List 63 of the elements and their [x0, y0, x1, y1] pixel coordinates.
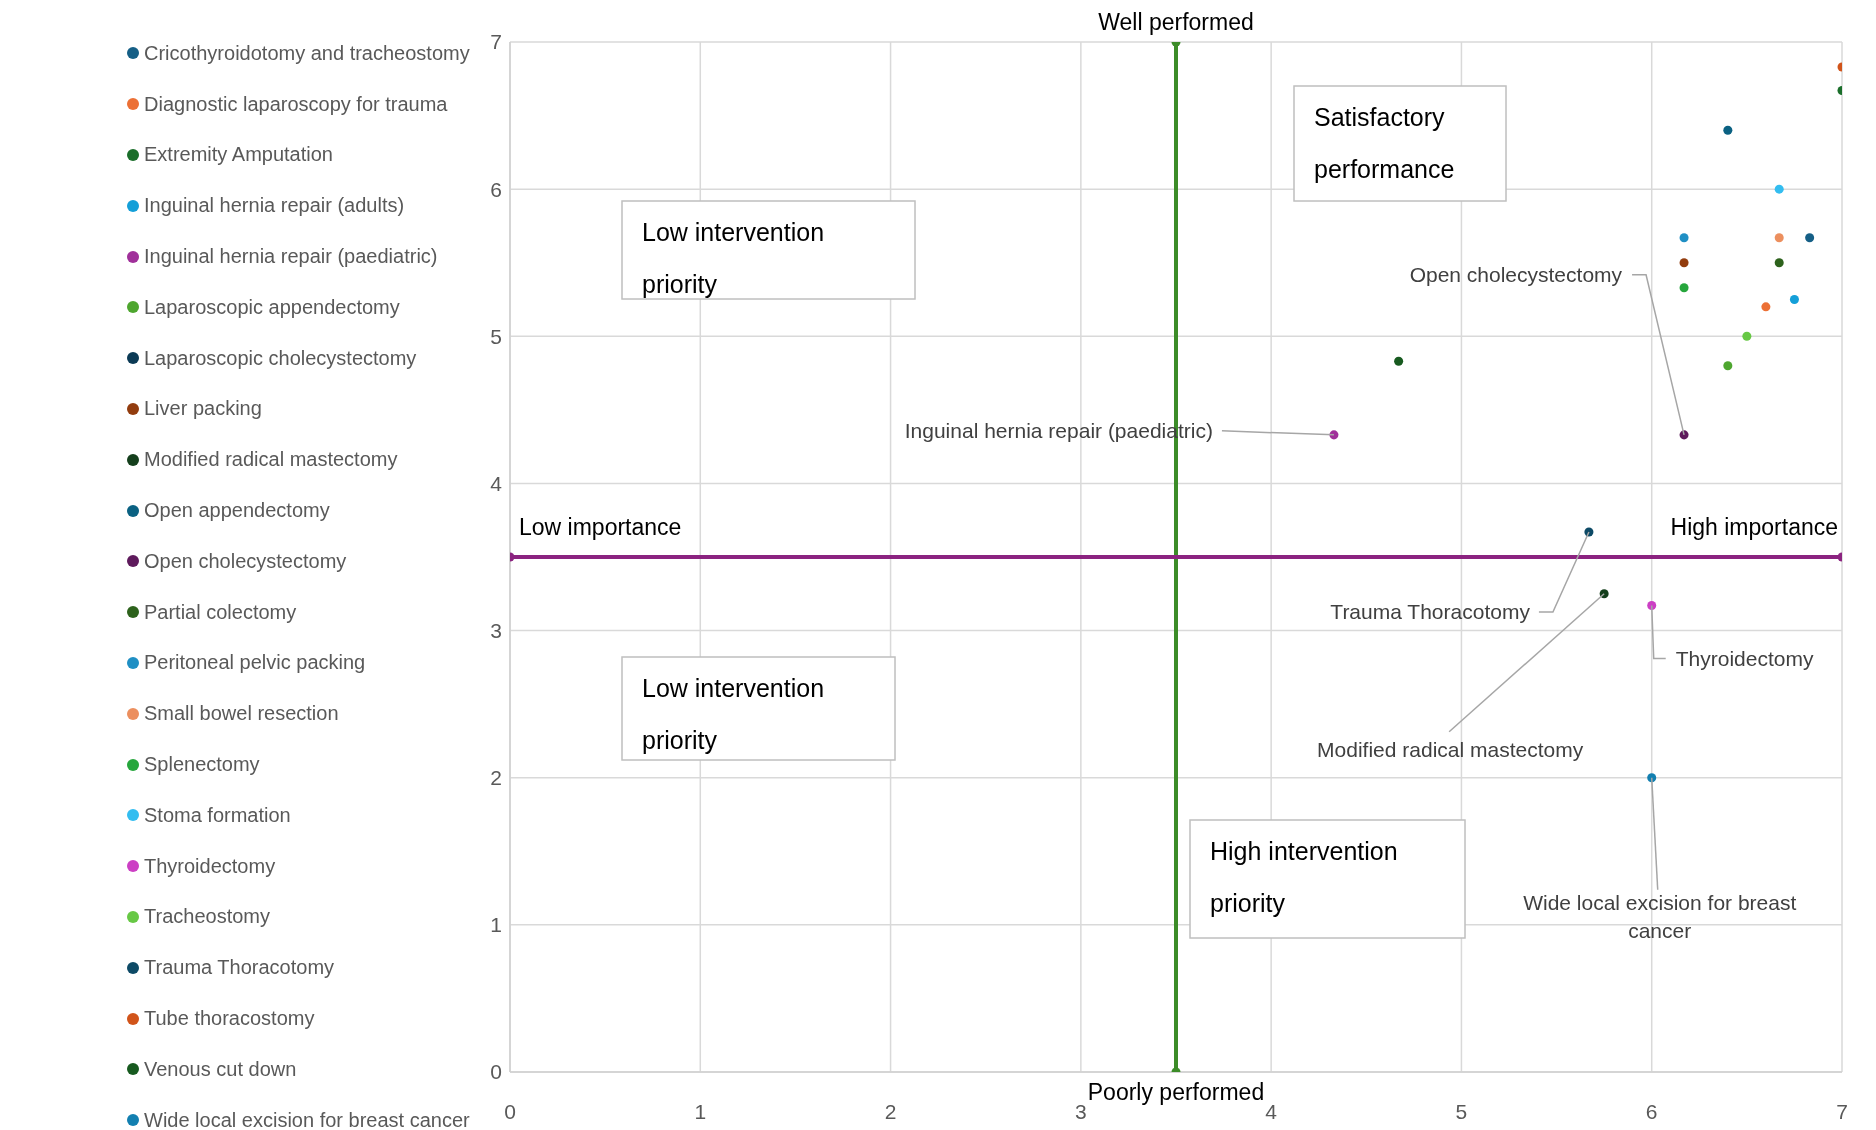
point	[1679, 233, 1689, 243]
point	[1394, 356, 1404, 366]
point	[1723, 361, 1733, 371]
annotation: Open cholecystectomy	[1409, 262, 1623, 286]
annotation: Satisfactory performance	[1314, 103, 1455, 183]
y-tick-label: 5	[490, 324, 502, 348]
legend-label: Wide local excision for breast cancer	[144, 1108, 470, 1130]
legend-label: Inguinal hernia repair (adults)	[144, 194, 405, 218]
x-tick-label: 3	[1075, 1099, 1087, 1123]
legend-label: Diagnostic laparoscopy for trauma	[144, 92, 448, 116]
x-tick-label: 7	[1836, 1099, 1848, 1123]
legend-label: Modified radical mastectomy	[144, 448, 398, 472]
point	[1789, 294, 1799, 305]
point	[1774, 258, 1784, 268]
legend-label: Open appendectomy	[144, 499, 330, 523]
legend-label: Trauma Thoracotomy	[144, 956, 335, 980]
point	[1742, 331, 1752, 341]
annotation: Low intervention priority	[642, 218, 825, 298]
annotation: High intervention priority	[1210, 837, 1398, 917]
legend-label: Tube thoracostomy	[144, 1007, 315, 1031]
annotation: Low importance	[519, 514, 682, 540]
y-tick-label: 2	[490, 766, 502, 790]
legend-label: Small bowel resection	[144, 702, 339, 726]
x-tick-label: 2	[884, 1099, 897, 1123]
legend-label: Inguinal hernia repair (paediatric)	[144, 245, 438, 269]
x-tick-label: 6	[1645, 1099, 1658, 1123]
legend-label: Splenectomy	[144, 753, 260, 777]
legend-label: Liver packing	[144, 397, 262, 421]
annotation: Wide local excision for breast cancer	[1523, 890, 1797, 942]
legend-label: Laparoscopic cholecystectomy	[144, 346, 417, 370]
legend-label: Partial colectomy	[144, 600, 297, 624]
y-tick-label: 6	[490, 177, 502, 201]
point	[1723, 125, 1733, 135]
point	[1679, 283, 1689, 293]
annotation: Low intervention priority	[642, 674, 825, 754]
point	[1774, 184, 1784, 194]
point	[1774, 233, 1784, 243]
annotation: Modified radical mastectomy	[1317, 737, 1584, 761]
x-tick-label: 1	[694, 1099, 707, 1123]
annotation: High importance	[1670, 514, 1838, 540]
legend-label: Venous cut down	[144, 1057, 297, 1081]
legend-label: Tracheostomy	[144, 905, 270, 929]
point	[1761, 302, 1771, 312]
point	[1805, 233, 1815, 243]
x-tick-label: 5	[1455, 1099, 1468, 1123]
legend-label: Thyroidectomy	[144, 854, 276, 878]
y-tick-label: 4	[490, 471, 503, 495]
legend-label: Laparoscopic appendectomy	[144, 295, 400, 319]
annotation: Thyroidectomy	[1675, 646, 1814, 670]
point	[1679, 258, 1689, 268]
legend-label: Extremity Amputation	[144, 143, 333, 167]
legend-label: Peritoneal pelvic packing	[144, 651, 366, 675]
y-tick-label: 0	[490, 1060, 502, 1084]
legend-label: Cricothyroidotomy and tracheostomy	[144, 41, 470, 65]
y-tick-label: 1	[490, 913, 502, 937]
annotation: Poorly performed	[1087, 1079, 1265, 1105]
x-tick-label: 4	[1265, 1099, 1278, 1123]
y-tick-label: 7	[490, 30, 502, 54]
legend-label: Open cholecystectomy	[144, 549, 347, 573]
annotation: Trauma Thoracotomy	[1330, 599, 1531, 623]
y-tick-label: 3	[490, 619, 502, 643]
annotation: Well performed	[1098, 9, 1254, 35]
legend-label: Stoma formation	[144, 803, 291, 827]
